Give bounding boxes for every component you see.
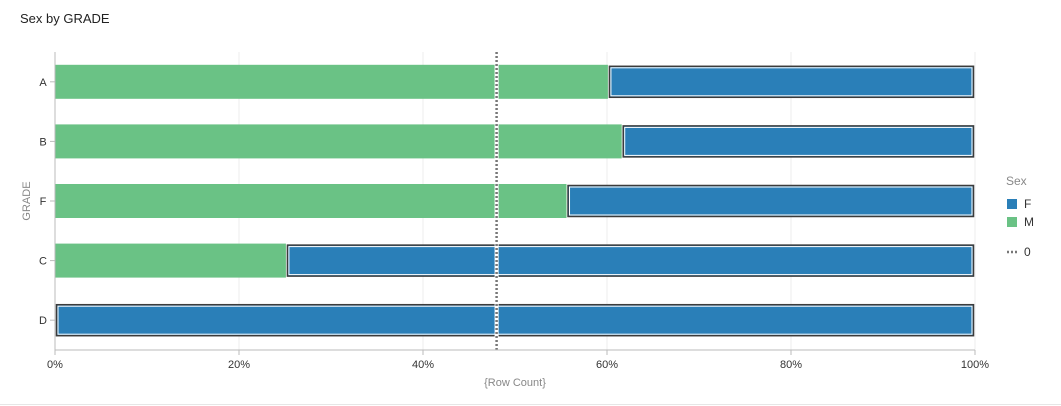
bar-M-A[interactable]	[55, 64, 608, 99]
x-tick-labels: 0% 20% 40% 60% 80% 100%	[47, 359, 989, 371]
x-tick-label: 60%	[596, 359, 618, 371]
x-tick-label: 40%	[412, 359, 434, 371]
bar-M-C[interactable]	[55, 243, 286, 278]
y-tick-label: C	[39, 256, 47, 268]
legend-label-F[interactable]: F	[1024, 197, 1031, 211]
legend-reference-label: 0	[1024, 245, 1031, 259]
bar-M-F[interactable]	[55, 184, 567, 218]
y-tick-label: F	[40, 196, 47, 208]
bars	[55, 64, 975, 337]
legend-swatch-F[interactable]	[1007, 199, 1017, 209]
legend-label-M[interactable]: M	[1024, 215, 1034, 229]
bar-highlight-F	[569, 186, 973, 216]
x-tick-label: 20%	[228, 359, 250, 371]
legend: Sex FM 0	[1006, 174, 1034, 259]
bar-highlight-B	[624, 126, 973, 156]
bar-M-B[interactable]	[55, 124, 622, 159]
x-axis-title: {Row Count}	[484, 377, 546, 389]
chart-title: Sex by GRADE	[20, 11, 110, 26]
bar-highlight-C	[288, 246, 973, 276]
y-tick-label: D	[39, 315, 47, 327]
bar-F-D[interactable]	[55, 303, 975, 337]
axes	[50, 52, 976, 355]
legend-swatch-M[interactable]	[1007, 217, 1017, 227]
x-tick-label: 100%	[961, 359, 989, 371]
bar-F-F[interactable]	[567, 184, 975, 218]
bar-F-A[interactable]	[608, 65, 975, 99]
bar-highlight-A	[610, 67, 973, 97]
y-tick-labels: A B F C D	[39, 77, 47, 327]
bar-F-C[interactable]	[286, 244, 975, 277]
y-tick-label: A	[39, 77, 47, 89]
bottom-divider	[0, 404, 1061, 405]
x-tick-label: 80%	[780, 359, 802, 371]
x-tick-label: 0%	[47, 359, 63, 371]
y-axis-title: GRADE	[21, 181, 33, 220]
bar-F-B[interactable]	[622, 125, 975, 158]
y-tick-label: B	[39, 136, 46, 148]
bar-highlight-D	[57, 305, 973, 335]
legend-title: Sex	[1006, 174, 1027, 188]
